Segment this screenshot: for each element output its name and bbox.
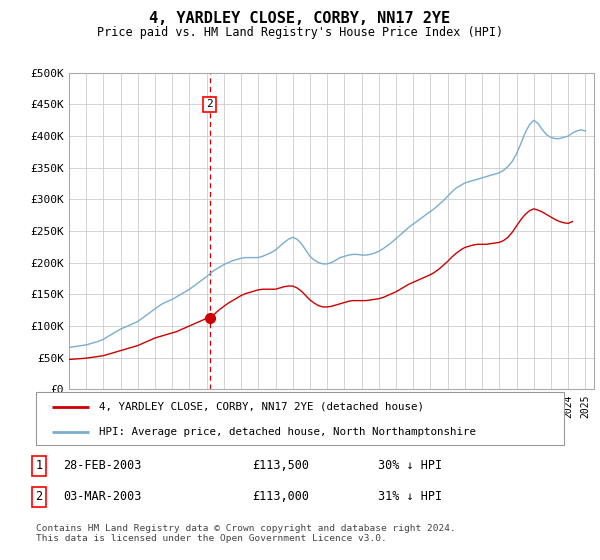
Text: 30% ↓ HPI: 30% ↓ HPI (378, 459, 442, 473)
Text: Price paid vs. HM Land Registry's House Price Index (HPI): Price paid vs. HM Land Registry's House … (97, 26, 503, 39)
Text: 1: 1 (35, 459, 43, 473)
Text: 2: 2 (206, 100, 213, 109)
Text: 31% ↓ HPI: 31% ↓ HPI (378, 490, 442, 503)
FancyBboxPatch shape (36, 392, 564, 445)
Text: 28-FEB-2003: 28-FEB-2003 (63, 459, 142, 473)
Text: Contains HM Land Registry data © Crown copyright and database right 2024.
This d: Contains HM Land Registry data © Crown c… (36, 524, 456, 543)
Text: £113,000: £113,000 (252, 490, 309, 503)
Text: £113,500: £113,500 (252, 459, 309, 473)
Text: HPI: Average price, detached house, North Northamptonshire: HPI: Average price, detached house, Nort… (100, 427, 476, 437)
Text: 4, YARDLEY CLOSE, CORBY, NN17 2YE (detached house): 4, YARDLEY CLOSE, CORBY, NN17 2YE (detac… (100, 402, 424, 412)
Text: 4, YARDLEY CLOSE, CORBY, NN17 2YE: 4, YARDLEY CLOSE, CORBY, NN17 2YE (149, 11, 451, 26)
Text: 03-MAR-2003: 03-MAR-2003 (63, 490, 142, 503)
Text: 2: 2 (35, 490, 43, 503)
